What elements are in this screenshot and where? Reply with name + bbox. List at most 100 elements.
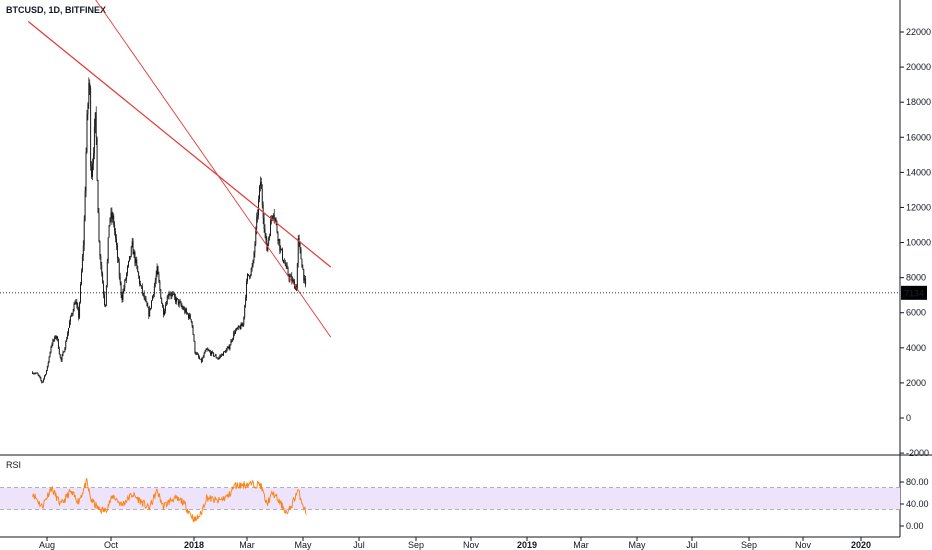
candle-body <box>164 311 165 315</box>
candle-body <box>303 269 305 281</box>
candle-body <box>35 372 37 374</box>
candle-body <box>136 259 138 266</box>
candle-body <box>289 276 291 280</box>
candle-body <box>45 374 46 376</box>
candle-body <box>211 351 213 353</box>
candle-body <box>176 298 177 302</box>
candle-body <box>259 181 261 187</box>
candle-body <box>293 279 295 282</box>
candle-body <box>184 308 186 313</box>
candle-body <box>158 274 160 282</box>
candle-body <box>90 87 92 167</box>
candle-body <box>92 153 94 164</box>
candle-body <box>68 327 69 334</box>
candle-body <box>251 266 253 269</box>
candle-body <box>217 358 219 360</box>
candle-body <box>134 251 136 264</box>
candle-body <box>111 212 113 220</box>
candle-body <box>77 305 79 310</box>
candle-body <box>246 281 248 299</box>
candle-body <box>105 285 107 306</box>
candle-body <box>59 354 61 358</box>
candle-body <box>188 314 190 319</box>
candle-body <box>128 261 129 267</box>
candle-body <box>170 294 172 296</box>
candle-body <box>194 341 196 353</box>
candle-body <box>57 339 59 349</box>
price-axis: 2200020000180001600014000120001000080006… <box>900 27 931 531</box>
candle-body <box>242 324 244 326</box>
candle-body <box>39 376 41 378</box>
candle-body <box>116 245 118 259</box>
price-tick-label: 2000 <box>906 378 926 388</box>
candle-body <box>150 308 152 309</box>
candle-body <box>63 351 65 353</box>
candle-body <box>55 336 57 339</box>
candle-body <box>257 215 259 217</box>
candle-body <box>127 266 129 274</box>
candle-body <box>97 180 99 214</box>
candle-body <box>239 327 241 329</box>
candle-body <box>124 280 126 289</box>
price-panel <box>32 77 307 384</box>
candle-body <box>96 137 98 181</box>
candle-body <box>107 237 109 262</box>
candle-body <box>62 351 64 356</box>
candle-body <box>101 264 103 274</box>
candle-body <box>80 271 82 285</box>
candle-body <box>37 373 39 375</box>
candle-body <box>212 352 214 357</box>
candle-body <box>138 272 140 277</box>
candle-body <box>154 280 156 287</box>
last-price-label: 7134 <box>904 288 924 298</box>
candle-body <box>88 83 90 104</box>
candle-body <box>209 350 211 352</box>
candle-body <box>273 214 275 219</box>
candle-body <box>139 276 141 284</box>
candle-body <box>233 332 235 339</box>
candle-body <box>171 293 173 296</box>
candle-body <box>51 344 53 347</box>
candle-body <box>295 286 296 289</box>
candle-body <box>123 288 125 292</box>
candle-body <box>260 181 262 190</box>
price-tick-label: 20000 <box>906 62 931 72</box>
price-tick-label: 10000 <box>906 238 931 248</box>
trendline <box>27 21 332 268</box>
candle-body <box>65 341 67 349</box>
candle-body <box>298 238 300 243</box>
candle-body <box>185 309 187 313</box>
time-tick-label: Sep <box>408 540 424 550</box>
trendlines <box>27 0 332 338</box>
candle-body <box>271 216 273 219</box>
candle-body <box>272 214 274 217</box>
candle-body <box>73 303 75 312</box>
candle-body <box>140 283 141 286</box>
rsi-tick-label: 40.00 <box>906 499 929 509</box>
candle-body <box>47 362 49 366</box>
candle-body <box>215 355 217 358</box>
candle-body <box>162 303 164 308</box>
candle-body <box>282 249 283 260</box>
candle-body <box>179 301 181 303</box>
candle-body <box>106 261 108 286</box>
candle-body <box>304 278 306 281</box>
candle-body <box>151 300 152 309</box>
candle-body <box>268 238 270 244</box>
candle-body <box>118 262 120 277</box>
candle-body <box>85 151 87 192</box>
candle-body <box>300 248 302 260</box>
candle-body <box>176 298 178 300</box>
candle-body <box>231 340 233 342</box>
candle-body <box>177 299 179 305</box>
candle-body <box>68 322 70 328</box>
candle-body <box>243 316 245 325</box>
candle-body <box>69 316 71 323</box>
candle-body <box>230 340 232 346</box>
candle-body <box>175 296 176 302</box>
candle-body <box>247 274 249 276</box>
candle-body <box>269 235 271 239</box>
candle-body <box>104 294 105 305</box>
time-tick-label: Sep <box>741 540 757 550</box>
candle-body <box>42 381 44 383</box>
